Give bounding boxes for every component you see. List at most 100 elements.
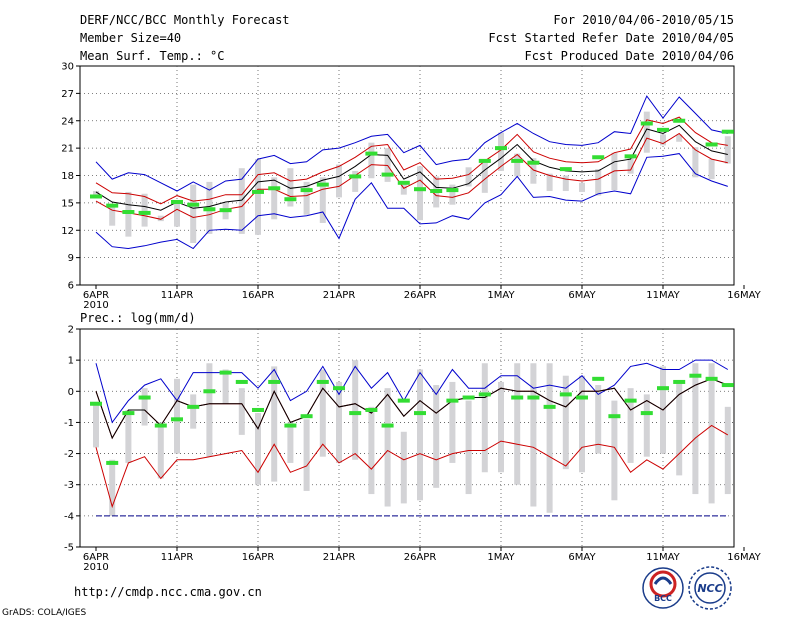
prec-spread-box — [465, 400, 472, 495]
started-date: Fcst Started Refer Date 2010/04/05 — [488, 31, 734, 45]
forecast-period: For 2010/04/06-2010/05/15 — [553, 13, 734, 27]
prec-obs-marker — [527, 395, 540, 400]
temp-spread-box — [498, 132, 504, 171]
prec-obs-marker — [349, 411, 362, 416]
prec-line-q-low — [95, 424, 729, 509]
prec-ytick-label: -2 — [64, 449, 74, 460]
prec-xtick-label: 21APR — [323, 552, 356, 563]
temp-xtick-label: 11APR — [161, 290, 194, 301]
temp-obs-marker — [300, 188, 313, 193]
prec-spread-box — [206, 363, 213, 457]
prec-obs-marker — [284, 423, 297, 428]
prec-spread-box — [562, 375, 569, 470]
temp-spread-box — [287, 168, 294, 207]
temp-spread-box — [271, 177, 278, 220]
prec-obs-marker — [333, 386, 345, 391]
temp-obs-marker — [365, 151, 378, 156]
prec-spread-box — [303, 419, 310, 491]
temp-line-max — [95, 95, 728, 192]
temp-spread-box — [238, 168, 245, 234]
prec-spread-box — [579, 375, 585, 473]
prec-spread-box — [384, 388, 391, 507]
prec-spread-box — [611, 400, 618, 501]
prec-spread-box — [676, 381, 683, 476]
prec-xtick-label: 16APR — [242, 552, 275, 563]
temp-spread-box — [676, 134, 683, 142]
prec-obs-marker — [673, 379, 686, 384]
prec-spread-box — [498, 381, 504, 473]
bcc-logo: BCC — [642, 567, 684, 609]
temp-obs-marker — [397, 180, 410, 185]
prec-spread-box — [708, 363, 715, 504]
prec-spread-box — [319, 369, 326, 457]
prec-obs-marker — [608, 414, 621, 419]
prec-spread-box — [157, 422, 164, 479]
prec-line-mean — [95, 378, 728, 440]
prec-obs-marker — [219, 370, 232, 375]
prec-obs-marker — [365, 407, 378, 412]
ncc-logo: NCC — [688, 566, 732, 610]
prec-obs-marker — [576, 395, 588, 400]
temp-spread-box — [157, 215, 164, 222]
temp-line-min — [95, 153, 728, 250]
prec-obs-marker — [138, 395, 151, 400]
variable-label: Mean Surf. Temp.: °C — [80, 49, 225, 63]
prec-obs-marker — [446, 398, 459, 403]
temp-ytick-label: 21 — [61, 144, 74, 155]
temp-spread-box — [465, 167, 472, 187]
prec-ytick-label: -1 — [64, 418, 74, 429]
temp-xtick-label: 1MAY — [487, 290, 515, 301]
temp-obs-marker — [219, 208, 232, 213]
prec-obs-marker — [122, 411, 135, 416]
temp-obs-marker — [106, 203, 119, 208]
prec-spread-box — [417, 369, 423, 501]
prec-obs-marker — [203, 389, 216, 394]
temp-spread-box — [303, 181, 310, 215]
temp-spread-box — [643, 111, 650, 153]
prec-obs-marker — [478, 392, 491, 397]
prec-obs-marker — [721, 383, 734, 388]
temp-spread-box — [109, 207, 116, 226]
prec-xtick-label: 11MAY — [646, 552, 680, 563]
prec-spread-box — [530, 363, 537, 507]
temp-obs-marker — [657, 127, 669, 132]
temp-obs-marker — [592, 155, 605, 160]
prec-xtick-label: 1MAY — [487, 552, 515, 563]
source-url[interactable]: http://cmdp.ncc.cma.gov.cn — [74, 585, 262, 599]
ncc-logo-text: NCC — [697, 582, 722, 595]
temp-spread-box — [692, 147, 699, 178]
temp-obs-marker — [705, 142, 718, 147]
prec-obs-marker — [252, 407, 264, 412]
temp-xtick-label: 21APR — [323, 290, 356, 301]
member-size: Member Size=40 — [80, 31, 181, 45]
temp-spread-box — [255, 159, 261, 235]
temp-line-q-high — [95, 116, 728, 205]
temp-obs-marker — [430, 189, 443, 194]
prec-obs-marker — [543, 404, 556, 409]
prec-xtick-label: 6MAY — [568, 552, 596, 563]
temp-obs-marker — [122, 210, 135, 214]
prec-spread-box — [643, 394, 650, 457]
temp-spread-box — [174, 200, 180, 227]
prec-obs-marker — [300, 414, 313, 419]
prec-obs-marker — [511, 395, 524, 400]
prec-spread-box — [125, 409, 132, 463]
prec-obs-marker — [414, 411, 426, 416]
prec-obs-marker — [640, 411, 653, 416]
prec-obs-marker — [171, 417, 183, 422]
prec-spread-box — [109, 459, 116, 516]
temp-line-mean — [95, 124, 728, 211]
prec-spread-box — [724, 406, 731, 495]
temp-ytick-label: 9 — [68, 253, 74, 264]
prec-ytick-label: 2 — [68, 325, 74, 336]
produced-date: Fcst Produced Date 2010/04/06 — [524, 49, 734, 63]
temp-obs-marker — [478, 158, 491, 163]
prec-spread-box — [368, 406, 375, 495]
prec-panel-frame — [79, 328, 735, 548]
temp-ytick-label: 30 — [61, 62, 74, 73]
temp-spread-box — [417, 166, 423, 221]
prec-spread-box — [222, 369, 229, 404]
temp-obs-marker — [203, 207, 216, 212]
